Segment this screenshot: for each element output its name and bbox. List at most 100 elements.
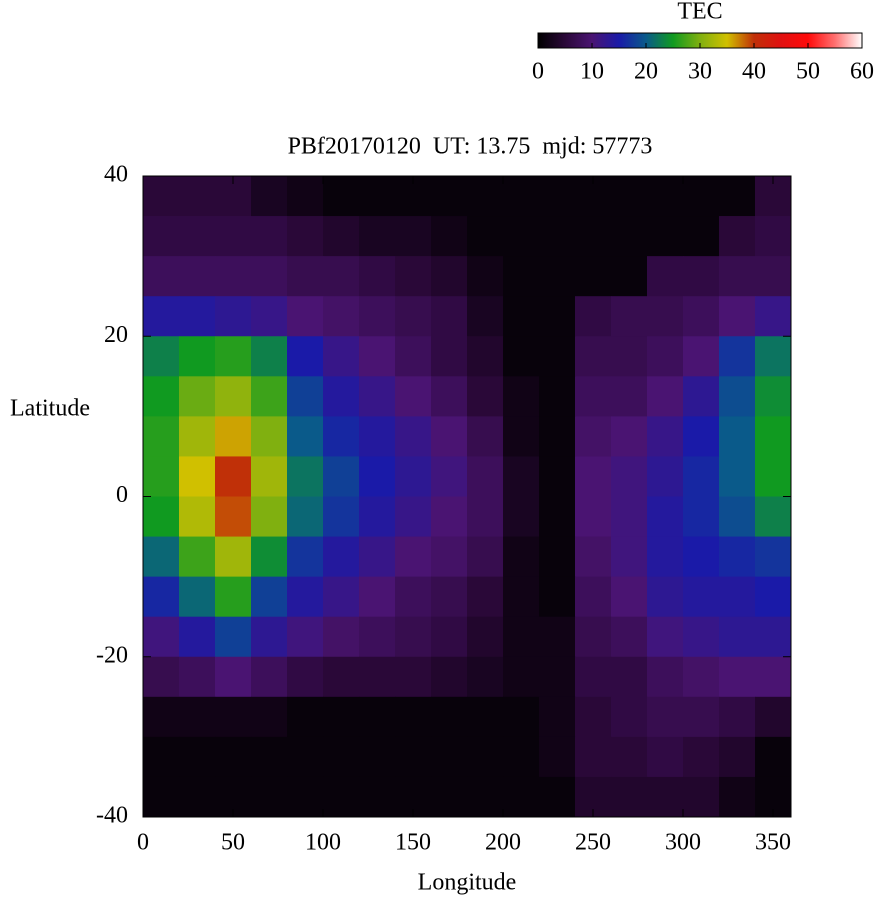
heat-cell: [179, 416, 216, 457]
heat-cell: [611, 216, 648, 257]
heat-cell: [431, 536, 468, 578]
heat-cell: [215, 336, 252, 377]
heat-cell: [755, 336, 792, 377]
x-tick-label: 200: [485, 830, 521, 856]
x-tick-label: 0: [137, 830, 149, 856]
heat-cell: [683, 496, 720, 538]
y-tick-label: 40: [104, 162, 128, 188]
heat-cell: [287, 296, 324, 337]
heat-cell: [179, 536, 216, 578]
heat-cell: [251, 456, 288, 497]
heat-cell: [611, 416, 648, 457]
x-tick-label: 150: [395, 830, 431, 856]
heat-cell: [431, 776, 468, 818]
heat-cell: [539, 496, 576, 538]
heat-cell: [143, 416, 180, 457]
heat-cell: [179, 456, 216, 497]
heat-cell: [539, 656, 576, 698]
heat-cell: [143, 696, 180, 738]
x-tick-label: 250: [575, 830, 611, 856]
heat-cell: [323, 696, 360, 738]
heat-cell: [575, 696, 612, 738]
heat-cell: [143, 496, 180, 538]
heat-cell: [467, 256, 504, 297]
heat-cell: [287, 336, 324, 377]
heat-cell: [719, 776, 756, 818]
heat-cell: [251, 336, 288, 377]
heat-cell: [287, 416, 324, 457]
heat-cell: [431, 336, 468, 377]
heat-cell: [323, 296, 360, 337]
heat-cell: [287, 576, 324, 618]
heat-cell: [575, 576, 612, 618]
heat-cell: [323, 256, 360, 297]
heat-cell: [611, 576, 648, 618]
heat-cell: [683, 416, 720, 457]
heat-cell: [431, 496, 468, 538]
heat-cell: [215, 216, 252, 257]
colorbar-tick-label: 20: [634, 59, 658, 85]
heat-cell: [503, 536, 540, 578]
heat-cell: [647, 616, 684, 658]
heat-cell: [359, 576, 396, 618]
heat-cell: [647, 256, 684, 297]
heat-cell: [467, 176, 504, 217]
heat-cell: [719, 296, 756, 337]
heat-cell: [215, 616, 252, 658]
heat-cell: [287, 656, 324, 698]
heat-cell: [287, 256, 324, 297]
heat-cell: [395, 536, 432, 578]
heat-cell: [287, 736, 324, 778]
heat-cell: [683, 256, 720, 297]
heat-cell: [179, 296, 216, 337]
heat-cell: [215, 656, 252, 698]
heat-cell: [683, 736, 720, 778]
y-axis-label: Latitude: [10, 396, 90, 422]
heat-cell: [683, 696, 720, 738]
heat-cell: [719, 576, 756, 618]
heat-cell: [755, 736, 792, 778]
heat-cell: [143, 376, 180, 417]
heat-cell: [467, 416, 504, 457]
heat-cell: [755, 656, 792, 698]
heat-cell: [719, 696, 756, 738]
heat-cell: [683, 296, 720, 337]
heat-cell: [395, 296, 432, 337]
heat-cell: [575, 496, 612, 538]
heat-cell: [719, 616, 756, 658]
colorbar-label: TEC: [677, 0, 722, 25]
heat-cell: [755, 496, 792, 538]
heat-cell: [719, 456, 756, 497]
heat-cell: [539, 536, 576, 578]
heat-cell: [179, 256, 216, 297]
heat-cell: [647, 496, 684, 538]
heat-cell: [359, 656, 396, 698]
heat-cell: [251, 736, 288, 778]
x-tick-label: 50: [221, 830, 245, 856]
heat-cell: [683, 576, 720, 618]
heat-cell: [611, 656, 648, 698]
heat-cell: [575, 376, 612, 417]
heat-cell: [359, 256, 396, 297]
x-tick-label: 300: [665, 830, 701, 856]
heat-cell: [755, 696, 792, 738]
heat-cell: [143, 216, 180, 257]
heat-cell: [611, 536, 648, 578]
heat-cell: [467, 496, 504, 538]
heat-cell: [215, 536, 252, 578]
heat-cell: [467, 376, 504, 417]
heat-cell: [431, 656, 468, 698]
y-tick-label: 20: [104, 322, 128, 348]
heat-cell: [503, 376, 540, 417]
heat-cell: [215, 256, 252, 297]
heat-cell: [179, 376, 216, 417]
heat-cell: [467, 216, 504, 257]
heat-cell: [215, 416, 252, 457]
heat-cell: [503, 616, 540, 658]
heat-cell: [575, 456, 612, 497]
heat-cell: [683, 216, 720, 257]
heat-cell: [179, 616, 216, 658]
heat-cell: [467, 336, 504, 377]
colorbar-tick-label: 40: [742, 59, 766, 85]
